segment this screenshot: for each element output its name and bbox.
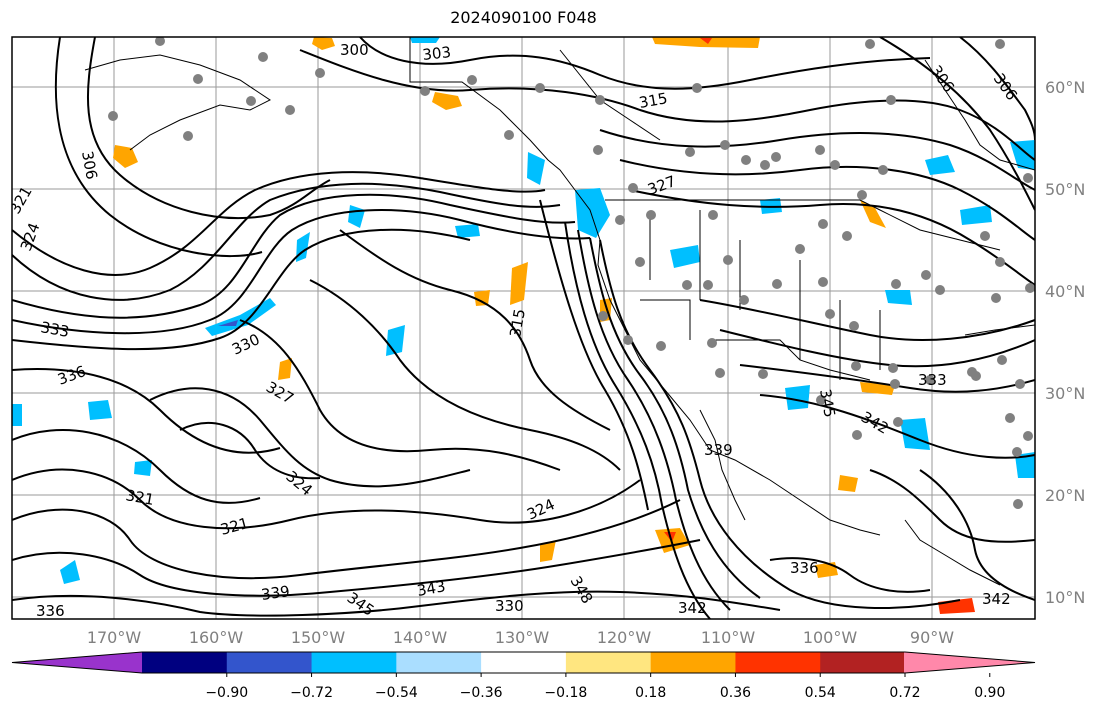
lon-label: 90°W — [910, 628, 954, 647]
longitude-labels: 170°W 160°W 150°W 140°W 130°W 120°W 110°W 100°W… — [87, 628, 954, 647]
lat-label: 20°N — [1045, 486, 1085, 505]
shade-patch — [510, 262, 528, 305]
contour-label: 345 — [816, 388, 839, 419]
contour-label: 321 — [124, 486, 155, 509]
colorbar-tick-label: 0.18 — [635, 685, 666, 701]
contour-label: 339 — [704, 441, 733, 459]
shade-patch — [88, 400, 112, 420]
shade-patch — [925, 155, 955, 175]
colorbar-segment — [142, 652, 228, 673]
colorbar — [11, 651, 1036, 674]
contour-label: 333 — [39, 318, 70, 341]
contour-label: 330 — [495, 597, 524, 615]
lon-label: 120°W — [597, 628, 652, 647]
lon-label: 100°W — [803, 628, 858, 647]
colorbar-tick-label: −0.72 — [290, 685, 333, 701]
contour-label: 342 — [678, 599, 707, 617]
colorbar-segment — [481, 652, 567, 673]
colorbar-tick-label: −0.90 — [205, 685, 248, 701]
contours — [12, 37, 1035, 619]
contour-labels: 300 303 306 306 306 315 315 321 324 327 … — [12, 41, 1021, 620]
colorbar-extend-low — [12, 652, 143, 673]
contour-label: 303 — [422, 43, 452, 64]
colorbar-tick-label: −0.54 — [375, 685, 418, 701]
contour-label: 315 — [638, 89, 669, 112]
lat-label: 60°N — [1045, 78, 1085, 97]
map-frame — [11, 36, 1036, 620]
shade-patch — [410, 37, 440, 43]
colorbar-segment — [396, 652, 482, 673]
shade-patch — [12, 404, 22, 426]
colorbar-segment — [311, 652, 397, 673]
colorbar-segment — [735, 652, 821, 673]
shade-patch — [1010, 140, 1035, 170]
coastlines — [84, 37, 1035, 586]
contour-label: 336 — [36, 602, 65, 620]
contour-label: 315 — [506, 307, 529, 338]
colorbar-segment — [820, 652, 906, 673]
lon-label: 170°W — [87, 628, 142, 647]
contour-label: 342 — [982, 590, 1011, 608]
contour-label: 333 — [918, 371, 947, 389]
colorbar-ticks: −0.90 −0.72 −0.54 −0.36 −0.18 0.18 0.36 0.54 0.7… — [205, 673, 1005, 701]
shade-patch — [885, 290, 912, 305]
colorbar-tick-label: 0.72 — [889, 685, 920, 701]
colorbar-tick-label: −0.36 — [460, 685, 503, 701]
shade-patch — [575, 188, 610, 238]
lon-label: 140°W — [393, 628, 448, 647]
station-markers — [108, 37, 1035, 509]
contour-label: 306 — [78, 150, 101, 181]
lat-label: 50°N — [1045, 180, 1085, 199]
colorbar-tick-label: 0.90 — [974, 685, 1005, 701]
lon-label: 110°W — [701, 628, 756, 647]
shade-patch — [218, 320, 238, 326]
shade-patch — [700, 38, 712, 44]
contour-label: 339 — [260, 582, 291, 604]
colorbar-tick-label: 0.36 — [720, 685, 751, 701]
colorbar-segment — [565, 652, 652, 673]
latitude-labels: 60°N 50°N 40°N 30°N 20°N 10°N — [1045, 78, 1085, 607]
shade-patch — [312, 37, 335, 50]
colorbar-segment — [226, 652, 313, 673]
map-title: 2024090100 F048 — [450, 8, 597, 27]
shade-patch — [60, 560, 80, 584]
colorbar-segment — [650, 652, 737, 673]
lon-label: 130°W — [495, 628, 550, 647]
contour-label: 343 — [416, 577, 447, 600]
shade-patch — [113, 145, 138, 168]
shade-patch — [474, 290, 490, 306]
shade-patch — [1015, 452, 1035, 478]
lat-label: 30°N — [1045, 384, 1085, 403]
shade-patch — [785, 385, 810, 410]
lat-label: 40°N — [1045, 282, 1085, 301]
lat-label: 10°N — [1045, 588, 1085, 607]
lon-label: 160°W — [189, 628, 244, 647]
shade-patch — [432, 92, 462, 110]
shade-patch — [670, 245, 700, 268]
colorbar-tick-label: −0.18 — [544, 685, 587, 701]
shade-patch — [960, 205, 992, 225]
shade-patch — [455, 224, 480, 238]
shade-patch — [278, 358, 292, 380]
shade-patch — [540, 540, 556, 562]
shade-patch — [860, 200, 886, 228]
contour-label: 336 — [790, 559, 819, 577]
shade-patch — [838, 475, 858, 492]
colorbar-extend-high — [904, 652, 1035, 673]
contour-label: 300 — [340, 41, 369, 59]
colorbar-tick-label: 0.54 — [805, 685, 836, 701]
colorbar-outline — [11, 651, 1036, 674]
shade-patch — [527, 152, 545, 185]
lon-label: 150°W — [291, 628, 346, 647]
shade-patch — [134, 460, 152, 476]
